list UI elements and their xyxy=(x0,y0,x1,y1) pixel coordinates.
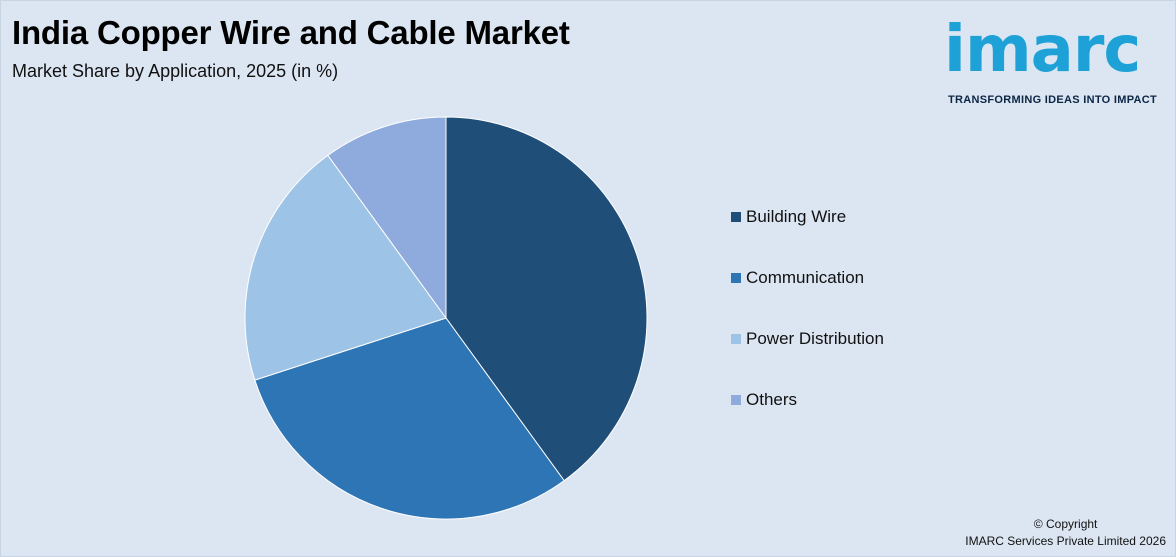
legend-label: Others xyxy=(746,389,798,409)
legend-label: Building Wire xyxy=(746,206,847,226)
legend-swatch xyxy=(731,273,741,283)
legend-label: Communication xyxy=(746,267,865,287)
chart-title: India Copper Wire and Cable Market xyxy=(12,14,570,51)
chart-subtitle: Market Share by Application, 2025 (in %) xyxy=(12,61,339,81)
pie-slice-building-wire xyxy=(445,116,648,482)
pie-slice-power-distribution xyxy=(244,154,447,381)
legend-swatch xyxy=(731,395,741,405)
copyright-notice: © Copyright IMARC Services Private Limit… xyxy=(965,516,1166,550)
imarc-logo: imarc TRANSFORMING IDEAS INTO IMPACT xyxy=(944,10,1170,110)
pie-slice-others xyxy=(327,116,447,320)
legend-label: Power Distribution xyxy=(746,328,884,348)
copyright-line: © Copyright xyxy=(1033,517,1098,531)
pie-slice-communication xyxy=(254,317,565,520)
legend-item: Others xyxy=(731,369,884,430)
legend-item: Communication xyxy=(731,247,884,308)
logo-tagline: TRANSFORMING IDEAS INTO IMPACT xyxy=(948,94,1158,106)
logo-wordmark: imarc xyxy=(944,13,1141,87)
legend-swatch xyxy=(731,334,741,344)
company-line: IMARC Services Private Limited 2026 xyxy=(965,534,1166,548)
legend-item: Building Wire xyxy=(731,186,884,247)
legend-swatch xyxy=(731,212,741,222)
legend-item: Power Distribution xyxy=(731,308,884,369)
chart-legend: Building Wire Communication Power Distribu… xyxy=(731,205,884,430)
